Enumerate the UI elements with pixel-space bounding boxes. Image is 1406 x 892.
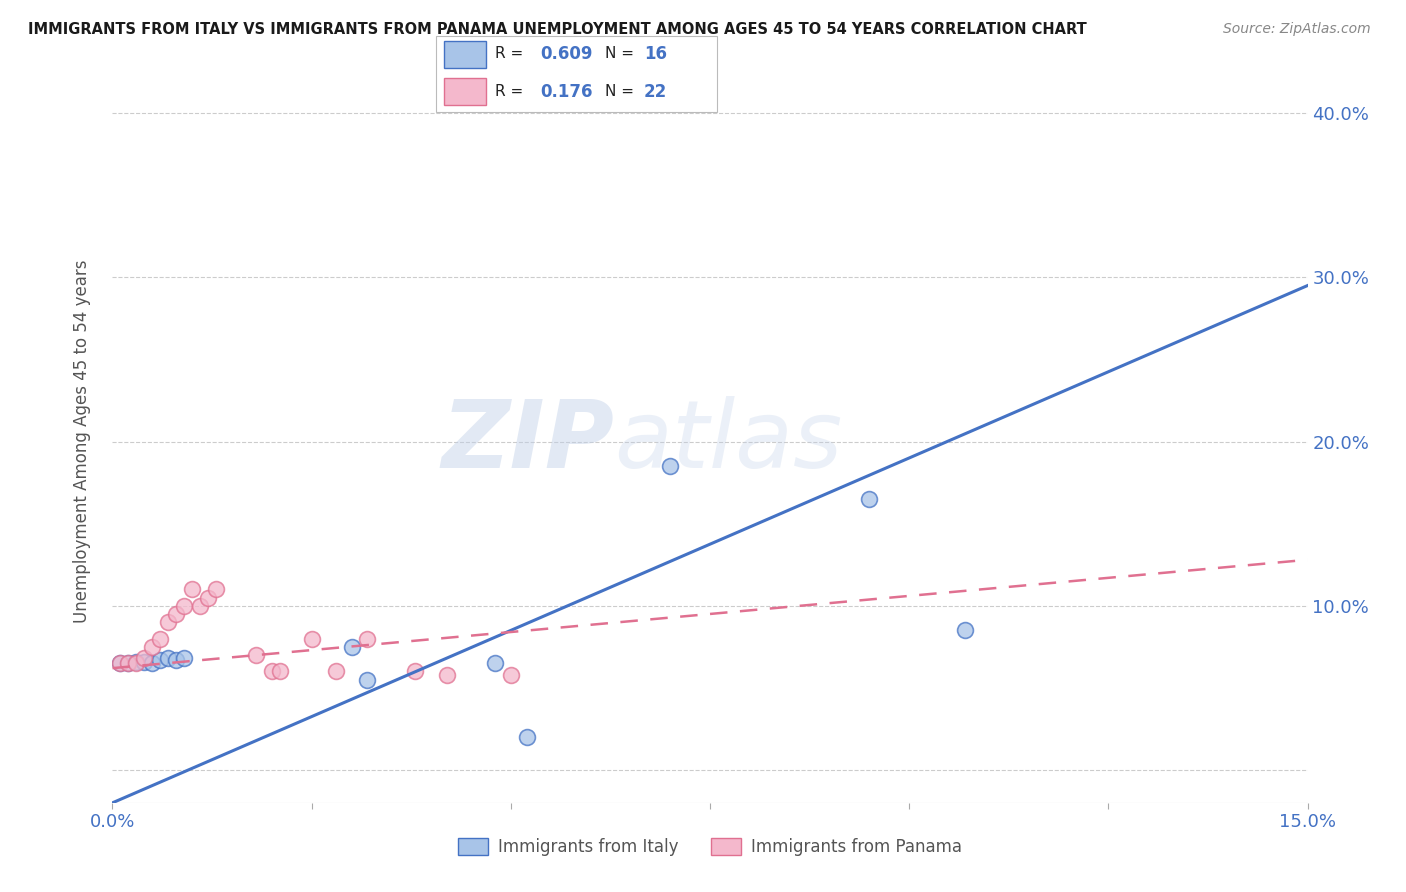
Point	[173, 599, 195, 613]
FancyBboxPatch shape	[436, 36, 717, 112]
Y-axis label: Unemployment Among Ages 45 to 54 years: Unemployment Among Ages 45 to 54 years	[73, 260, 91, 624]
Point	[659, 459, 682, 474]
Point	[149, 632, 172, 646]
Point	[157, 651, 180, 665]
Point	[165, 607, 187, 621]
Point	[356, 632, 378, 646]
Text: 16: 16	[644, 45, 666, 62]
Point	[436, 667, 458, 681]
Point	[484, 657, 506, 671]
Point	[260, 665, 283, 679]
Point	[117, 657, 139, 671]
Text: atlas: atlas	[614, 396, 842, 487]
Point	[125, 655, 148, 669]
Point	[165, 653, 187, 667]
Point	[125, 657, 148, 671]
FancyBboxPatch shape	[444, 41, 486, 69]
Point	[134, 655, 156, 669]
Point	[356, 673, 378, 687]
Point	[245, 648, 267, 662]
Point	[325, 665, 347, 679]
Point	[188, 599, 211, 613]
Text: IMMIGRANTS FROM ITALY VS IMMIGRANTS FROM PANAMA UNEMPLOYMENT AMONG AGES 45 TO 54: IMMIGRANTS FROM ITALY VS IMMIGRANTS FROM…	[28, 22, 1087, 37]
Point	[197, 591, 219, 605]
Point	[301, 632, 323, 646]
Point	[953, 624, 976, 638]
Point	[117, 657, 139, 671]
Point	[269, 665, 291, 679]
Text: 0.176: 0.176	[540, 83, 592, 101]
Point	[157, 615, 180, 630]
Point	[516, 730, 538, 744]
Point	[149, 653, 172, 667]
FancyBboxPatch shape	[444, 78, 486, 105]
Point	[141, 640, 163, 654]
Point	[205, 582, 228, 597]
Point	[141, 657, 163, 671]
Point	[858, 491, 880, 506]
Text: 0.609: 0.609	[540, 45, 592, 62]
Text: N =: N =	[605, 46, 638, 62]
Text: N =: N =	[605, 84, 638, 99]
Legend: Immigrants from Italy, Immigrants from Panama: Immigrants from Italy, Immigrants from P…	[451, 831, 969, 863]
Text: R =: R =	[495, 46, 529, 62]
Text: Source: ZipAtlas.com: Source: ZipAtlas.com	[1223, 22, 1371, 37]
Text: 22: 22	[644, 83, 668, 101]
Point	[134, 651, 156, 665]
Point	[499, 667, 522, 681]
Point	[404, 665, 426, 679]
Point	[110, 657, 132, 671]
Text: ZIP: ZIP	[441, 395, 614, 488]
Point	[110, 657, 132, 671]
Text: R =: R =	[495, 84, 533, 99]
Point	[173, 651, 195, 665]
Point	[340, 640, 363, 654]
Point	[181, 582, 204, 597]
